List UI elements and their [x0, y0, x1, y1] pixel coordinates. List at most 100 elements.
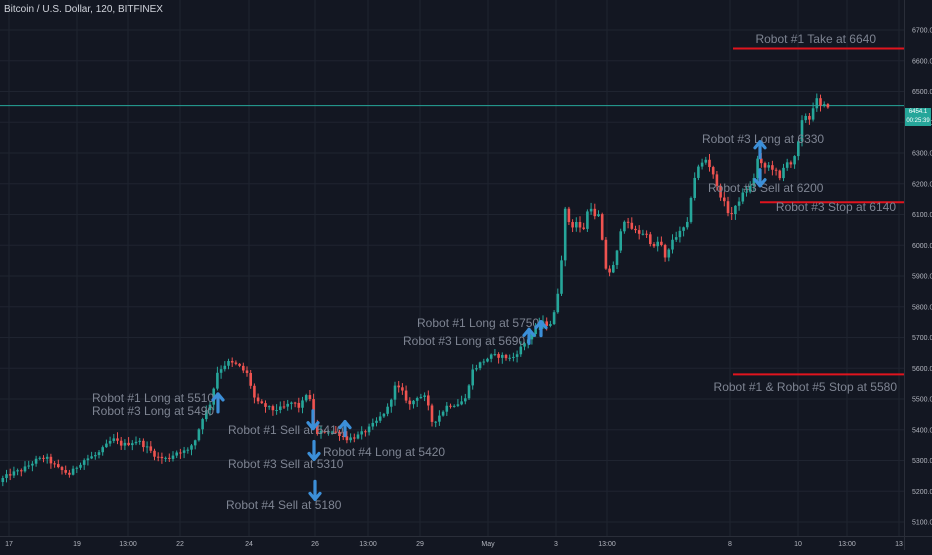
candle-body [112, 438, 116, 441]
candle-body [190, 445, 193, 450]
annotation-label: Robot #3 Long at 5490 [92, 404, 214, 418]
annotation-label: Robot #3 Long at 6330 [702, 132, 824, 146]
candle-body [34, 458, 38, 464]
candle-body [90, 456, 93, 459]
candle-body [693, 177, 696, 198]
candle-body [219, 369, 223, 373]
x-tick-label: 22 [176, 541, 184, 548]
candle-body [79, 464, 82, 468]
candle-body [45, 456, 49, 459]
candle-body [711, 167, 715, 175]
candle-body [197, 429, 201, 441]
arrow-down-icon [307, 439, 321, 462]
candle-body [57, 464, 60, 468]
candle-body [330, 431, 334, 433]
candle-body [164, 457, 167, 459]
annotation-label: Robot #1 Long at 5750 [417, 316, 539, 330]
candle-body [674, 237, 678, 240]
x-tick-label: 13:00 [359, 541, 377, 548]
candle-body [534, 326, 537, 335]
candle-body [752, 178, 756, 186]
candle-body [478, 362, 482, 369]
candle-body [116, 438, 119, 441]
candle-body [16, 470, 19, 472]
candle-body [238, 363, 241, 366]
candle-body [430, 405, 434, 422]
candle-body [386, 406, 389, 414]
candle-body [301, 400, 304, 408]
candle-body [82, 460, 86, 465]
candle-body [808, 115, 811, 120]
y-tick-label: 6100.0 [912, 212, 932, 219]
candle-body [227, 361, 230, 366]
candle-body [623, 221, 626, 232]
candle-body [563, 208, 567, 261]
candle-body [149, 446, 153, 451]
arrow-up-icon [338, 420, 352, 438]
candle-body [460, 401, 463, 405]
candle-body [782, 167, 785, 179]
candle-body [401, 387, 404, 391]
candle-body [364, 431, 367, 433]
candle-body [700, 162, 704, 167]
candle-body [271, 406, 275, 411]
y-tick-label: 5800.0 [912, 304, 932, 311]
candle-body [715, 174, 719, 186]
x-tick-label: 3 [554, 541, 558, 548]
candle-body [31, 463, 34, 466]
candle-body [571, 222, 574, 228]
candle-body [378, 416, 382, 421]
candle-body [530, 334, 534, 340]
candle-body [134, 441, 138, 444]
candle-body [822, 104, 826, 106]
y-tick-label: 5400.0 [912, 427, 932, 434]
candle-body [260, 401, 264, 404]
candle-body [71, 468, 75, 475]
candle-body [575, 221, 578, 228]
candle-body [811, 108, 815, 120]
candle-body [20, 470, 23, 472]
candle-body [297, 402, 301, 408]
candle-body [371, 422, 375, 427]
y-tick-label: 6200.0 [912, 181, 932, 188]
arrow-up-icon [753, 140, 767, 160]
y-tick-label: 5700.0 [912, 335, 932, 342]
candle-body [253, 385, 256, 398]
candle-body [434, 421, 437, 423]
candle-body [275, 410, 278, 412]
candle-body [737, 201, 741, 206]
candle-body [182, 450, 186, 453]
candle-body [171, 455, 175, 459]
candle-body [748, 185, 752, 192]
candle-body [42, 457, 45, 459]
x-tick-label: 29 [416, 541, 424, 548]
candle-body [179, 452, 182, 454]
candle-body [208, 404, 212, 411]
candle-body [597, 214, 600, 217]
candle-body [60, 467, 64, 471]
x-tick-label: 8 [728, 541, 732, 548]
candle-body [1, 478, 5, 483]
candle-body [800, 120, 804, 142]
candle-body [75, 467, 79, 469]
arrow-head [753, 140, 767, 150]
candle-body [156, 456, 160, 458]
candle-body [27, 465, 30, 467]
candle-body [652, 244, 656, 247]
candle-body [415, 398, 419, 401]
candle-body [12, 471, 16, 476]
candle-body [449, 405, 452, 407]
candle-body [101, 447, 104, 453]
candle-body [763, 163, 767, 168]
y-tick-label: 5200.0 [912, 489, 932, 496]
annotation-label: Robot #1 Long at 5510 [92, 391, 214, 405]
candle-body [349, 437, 352, 441]
candle-body [493, 354, 497, 356]
candle-body [234, 362, 238, 364]
candle-body [504, 354, 508, 359]
x-tick-label: 24 [245, 541, 253, 548]
arrow-up-icon [534, 320, 548, 338]
candle-body [338, 431, 341, 436]
